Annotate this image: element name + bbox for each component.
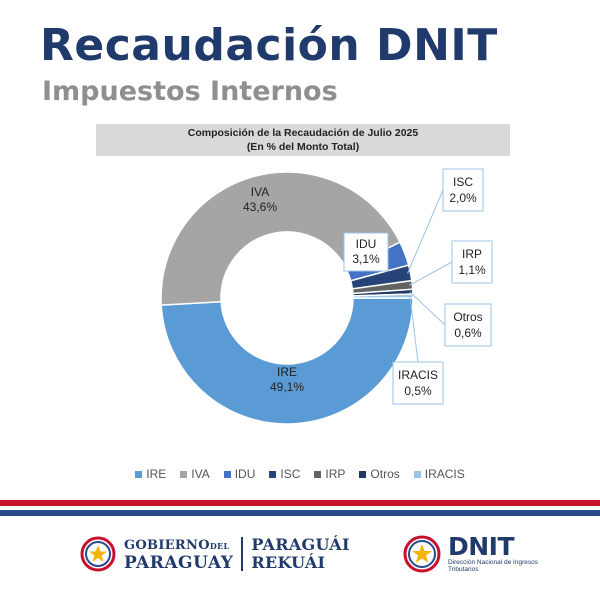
legend-label-ire: IRE xyxy=(146,467,167,481)
label-value-otros: 0,6% xyxy=(454,326,482,340)
legend-item-idu: IDU xyxy=(223,467,256,481)
rekuai-text: PARAGUÁI REKUÁI xyxy=(251,536,349,572)
slice-ire xyxy=(160,297,414,425)
label-box-iracis xyxy=(392,361,444,405)
leader-line-iracis xyxy=(409,296,419,363)
legend-item-otros: Otros xyxy=(359,467,400,481)
page-title: Recaudación DNIT xyxy=(40,20,498,71)
flag-stripe-red xyxy=(0,500,600,506)
legend-swatch-ire xyxy=(135,470,143,478)
gobierno-text: GOBIERNODEL PARAGUAY xyxy=(124,537,233,572)
gobierno-logo: GOBIERNODEL PARAGUAY PARAGUÁI REKUÁI xyxy=(80,536,350,572)
label-name-isc: ISC xyxy=(453,175,473,189)
rekuai-word: REKUÁI xyxy=(251,553,326,572)
dnit-name: DNIT xyxy=(448,532,515,561)
legend-item-ire: IRE xyxy=(135,467,166,481)
legend-swatch-irp xyxy=(314,470,322,478)
chart-legend: IRE IVA IDU ISC IRP Otros IRACIS xyxy=(0,467,600,481)
label-name-iva: IVA xyxy=(251,185,269,199)
del-word: DEL xyxy=(209,540,230,551)
label-value-iva: 43,6% xyxy=(243,200,277,214)
gobierno-word: GOBIERNO xyxy=(124,537,210,553)
legend-swatch-iva xyxy=(180,470,188,478)
label-name-idu: IDU xyxy=(356,237,377,251)
legend-label-isc: ISC xyxy=(280,467,301,481)
legend-item-irp: IRP xyxy=(314,467,345,481)
label-value-iracis: 0,5% xyxy=(404,384,432,398)
slice-iva xyxy=(160,171,401,306)
label-box-idu xyxy=(343,232,389,272)
legend-swatch-iracis xyxy=(413,470,421,478)
label-box-irp xyxy=(451,240,493,284)
legend-item-iva: IVA xyxy=(180,467,210,481)
paraguay-word: PARAGUAY xyxy=(124,552,234,573)
label-value-isc: 2,0% xyxy=(449,191,477,205)
leader-line-otros xyxy=(409,291,446,326)
legend-swatch-otros xyxy=(359,470,367,478)
leader-line-irp xyxy=(409,261,453,286)
flag-stripe-white xyxy=(0,506,600,510)
dnit-seal-icon xyxy=(403,535,441,573)
label-value-irp: 1,1% xyxy=(458,263,486,277)
legend-label-otros: Otros xyxy=(370,467,400,481)
label-name-iracis: IRACIS xyxy=(398,368,438,382)
flag-stripe-blue xyxy=(0,510,600,516)
legend-label-iracis: IRACIS xyxy=(424,467,465,481)
legend-swatch-isc xyxy=(269,470,277,478)
chart-subtitle: (En % del Monto Total) xyxy=(246,141,360,153)
dnit-subtitle: Dirección Nacional de Ingresos Tributari… xyxy=(448,559,538,573)
paraguai-word: PARAGUÁI xyxy=(251,535,350,554)
label-box-otros xyxy=(444,303,492,347)
label-value-ire: 49,1% xyxy=(270,380,304,394)
legend-item-iracis: IRACIS xyxy=(413,467,465,481)
chart-title-box: Composición de la Recaudación de Julio 2… xyxy=(96,124,510,156)
label-name-irp: IRP xyxy=(462,247,482,261)
dnit-logo: DNIT Dirección Nacional de Ingresos Trib… xyxy=(402,534,538,574)
logo-separator xyxy=(241,537,244,571)
legend-label-idu: IDU xyxy=(234,467,256,481)
legend-label-irp: IRP xyxy=(325,467,346,481)
legend-swatch-idu xyxy=(223,470,231,478)
chart-title: Composición de la Recaudación de Julio 2… xyxy=(187,127,419,139)
paraguay-seal-icon xyxy=(80,536,116,572)
label-name-ire: IRE xyxy=(277,365,297,379)
page-subtitle: Impuestos Internos xyxy=(42,76,338,107)
legend-item-isc: ISC xyxy=(269,467,300,481)
label-value-idu: 3,1% xyxy=(352,252,380,266)
legend-label-iva: IVA xyxy=(191,467,210,481)
leader-line-isc xyxy=(407,189,444,274)
label-box-isc xyxy=(442,168,484,212)
label-name-otros: Otros xyxy=(453,310,482,324)
